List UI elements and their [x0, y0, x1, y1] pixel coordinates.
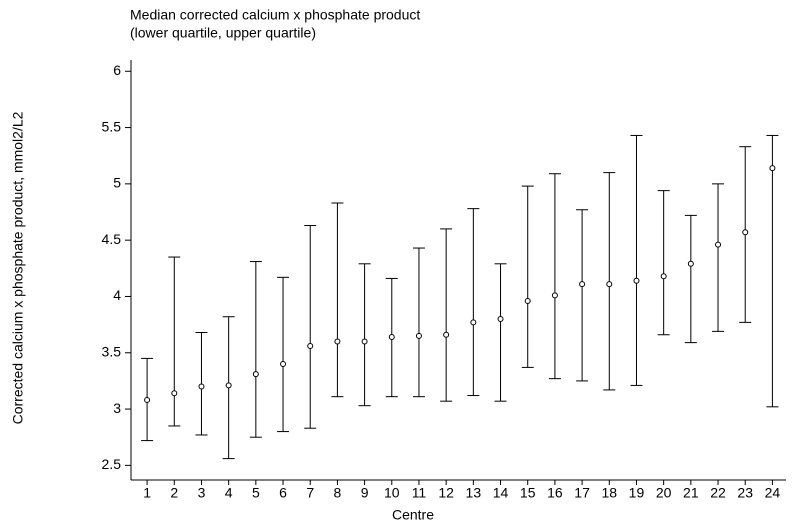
median-marker — [144, 397, 151, 404]
y-tick-label: 3 — [113, 400, 121, 416]
median-marker — [497, 315, 504, 322]
x-tick-label: 13 — [466, 485, 482, 501]
median-marker — [443, 331, 450, 338]
x-tick-label: 24 — [765, 485, 781, 501]
x-tick-label: 10 — [384, 485, 400, 501]
x-tick-label: 11 — [412, 485, 427, 501]
median-marker — [198, 383, 205, 390]
median-marker — [361, 338, 368, 345]
x-tick-label: 5 — [252, 485, 260, 501]
x-tick-label: 21 — [683, 485, 699, 501]
x-tick-label: 6 — [279, 485, 287, 501]
x-tick-label: 3 — [198, 485, 206, 501]
x-tick-label: 2 — [170, 485, 178, 501]
median-marker — [415, 332, 422, 339]
median-marker — [769, 165, 776, 172]
median-marker — [633, 277, 640, 284]
y-tick-label: 5.5 — [102, 118, 122, 134]
x-tick-label: 17 — [574, 485, 590, 501]
median-marker — [551, 292, 558, 299]
y-tick-label: 6 — [113, 62, 121, 78]
median-marker — [307, 343, 314, 350]
x-tick-label: 7 — [306, 485, 314, 501]
x-tick-label: 9 — [361, 485, 369, 501]
x-tick-label: 16 — [547, 485, 563, 501]
x-tick-label: 12 — [438, 485, 454, 501]
median-marker — [334, 338, 341, 345]
x-tick-label: 15 — [520, 485, 536, 501]
median-marker — [524, 297, 531, 304]
x-tick-label: 8 — [334, 485, 342, 501]
median-marker — [606, 281, 613, 288]
x-tick-label: 14 — [493, 485, 509, 501]
chart-title: Median corrected calcium x phosphate pro… — [130, 7, 420, 23]
y-tick-label: 3.5 — [102, 343, 122, 359]
x-tick-label: 4 — [225, 485, 233, 501]
y-tick-label: 4 — [113, 287, 121, 303]
median-marker — [687, 260, 694, 267]
median-marker — [252, 371, 259, 378]
x-tick-label: 20 — [656, 485, 672, 501]
median-marker — [742, 229, 749, 236]
x-tick-label: 1 — [143, 485, 151, 501]
x-tick-label: 18 — [601, 485, 617, 501]
median-marker — [280, 361, 287, 368]
median-marker — [388, 333, 395, 340]
median-marker — [715, 241, 722, 248]
y-tick-label: 4.5 — [102, 231, 122, 247]
median-marker — [660, 273, 667, 280]
median-marker — [171, 390, 178, 397]
x-axis-label: Centre — [392, 507, 434, 523]
y-axis-label: Corrected calcium x phosphate product, m… — [10, 111, 26, 424]
median-marker — [579, 281, 586, 288]
x-tick-label: 23 — [737, 485, 753, 501]
x-tick-label: 19 — [629, 485, 645, 501]
x-tick-label: 22 — [710, 485, 726, 501]
median-marker — [225, 382, 232, 389]
chart-subtitle: (lower quartile, upper quartile) — [130, 25, 316, 41]
y-tick-label: 2.5 — [102, 456, 122, 472]
y-tick-label: 5 — [113, 175, 121, 191]
median-marker — [470, 319, 477, 326]
